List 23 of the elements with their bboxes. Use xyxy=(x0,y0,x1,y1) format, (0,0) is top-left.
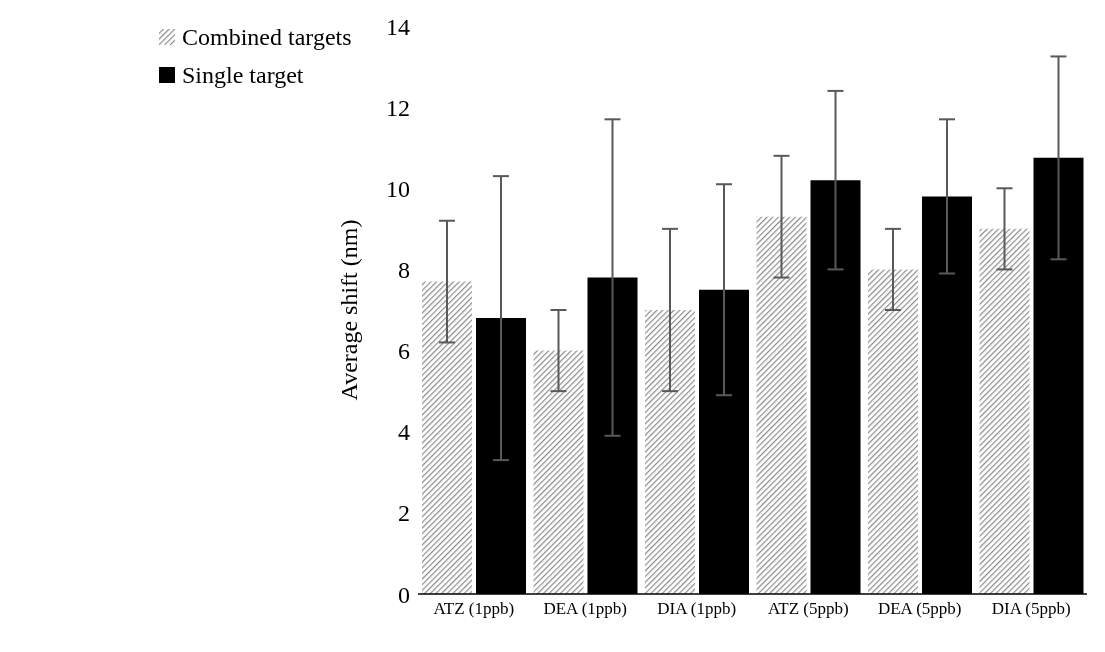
y-tick-label: 8 xyxy=(398,256,410,283)
legend-label: Combined targets xyxy=(182,23,352,52)
legend-label: Single target xyxy=(182,61,304,90)
y-tick-label: 0 xyxy=(398,581,410,608)
y-axis-title: Average shift (nm) xyxy=(335,219,362,401)
x-tick-label: ATZ (1ppb) xyxy=(433,599,515,619)
bar xyxy=(533,350,584,594)
x-tick-label: DEA (5ppb) xyxy=(877,599,962,619)
bar xyxy=(756,216,807,594)
y-tick-label: 4 xyxy=(398,419,410,446)
y-tick-label: 12 xyxy=(386,94,410,121)
x-tick-label: ATZ (5ppb) xyxy=(767,599,849,619)
bar xyxy=(422,281,472,594)
bar xyxy=(868,269,918,594)
bar xyxy=(645,310,695,594)
bar xyxy=(979,228,1030,594)
x-tick-label: DIA (1ppb) xyxy=(657,599,737,619)
x-tick-label: DIA (5ppb) xyxy=(991,599,1071,619)
x-tick-label: DEA (1ppb) xyxy=(543,599,628,619)
y-tick-label: 10 xyxy=(386,175,410,202)
y-tick-label: 6 xyxy=(398,338,410,365)
y-tick-label: 2 xyxy=(398,500,410,527)
y-tick-label: 14 xyxy=(386,13,410,40)
